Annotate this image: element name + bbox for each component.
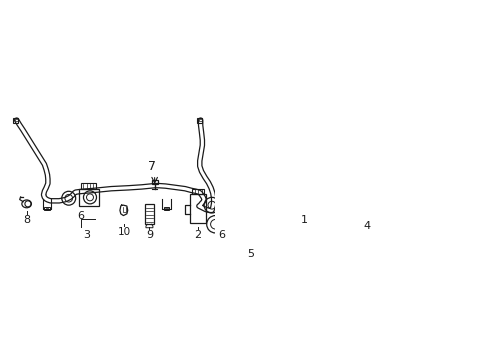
Text: 6: 6	[219, 230, 225, 240]
Text: 6: 6	[77, 211, 84, 221]
Text: 1: 1	[301, 215, 308, 225]
Text: 8: 8	[23, 215, 30, 225]
Text: 10: 10	[118, 227, 131, 237]
Text: 4: 4	[364, 221, 371, 231]
Text: 2: 2	[195, 230, 201, 240]
Text: 3: 3	[83, 230, 91, 240]
Circle shape	[249, 226, 253, 230]
Text: 5: 5	[247, 249, 254, 260]
Text: 7: 7	[148, 161, 156, 174]
Text: 9: 9	[146, 230, 153, 240]
